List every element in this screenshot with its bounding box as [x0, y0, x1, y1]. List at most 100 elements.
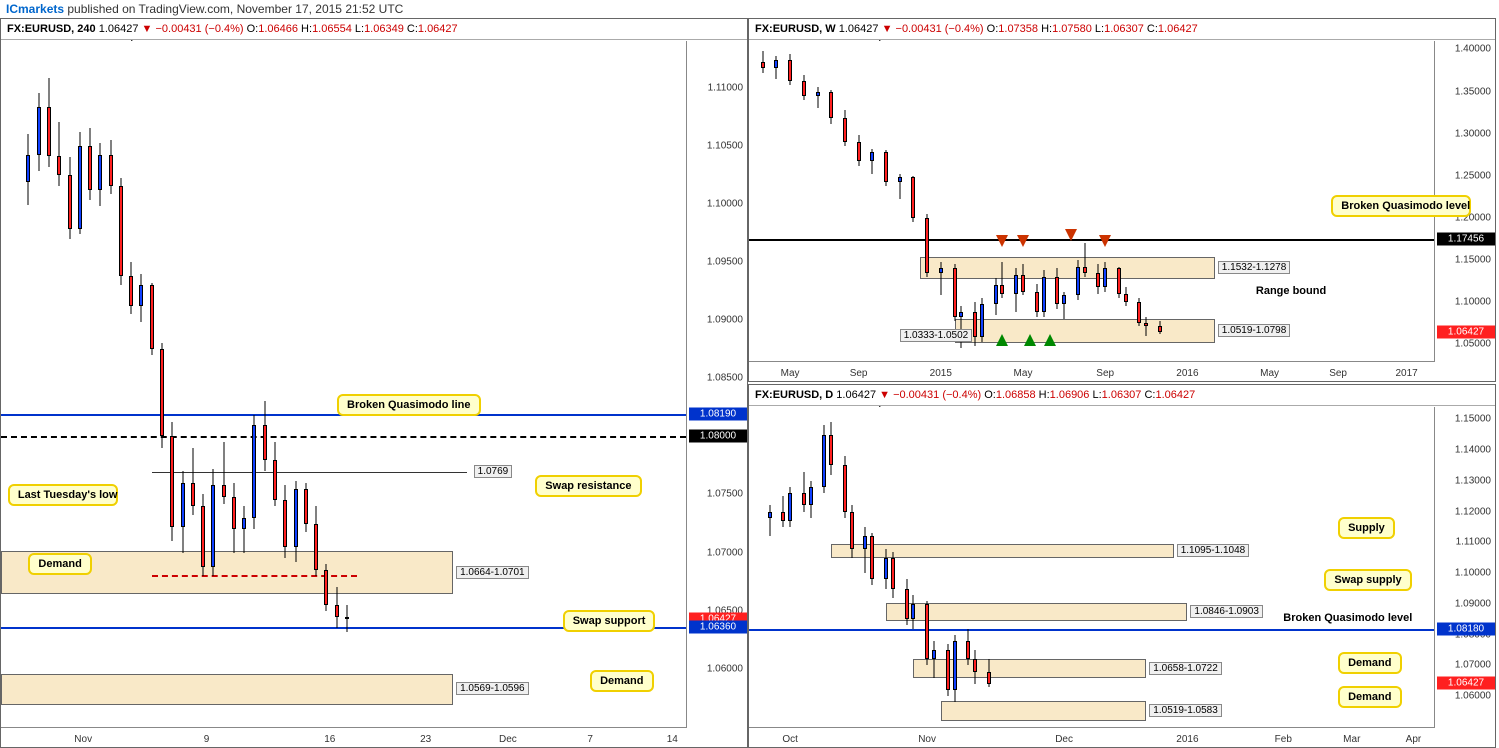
- y-tick: 1.13000: [1455, 475, 1491, 486]
- value-tag: 1.0333-1.0502: [900, 329, 973, 342]
- chart-panel-daily[interactable]: FX:EURUSD, D 1.06427 ▼ −0.00431 (−0.4%) …: [748, 384, 1496, 748]
- candle: [788, 487, 792, 527]
- price-label: 1.17456: [1437, 233, 1495, 246]
- candle: [905, 579, 909, 625]
- candle: [781, 496, 785, 527]
- candle: [980, 298, 984, 343]
- y-tick: 1.25000: [1455, 170, 1491, 181]
- chart-panel-weekly[interactable]: FX:EURUSD, W 1.06427 ▼ −0.00431 (−0.4%) …: [748, 18, 1496, 382]
- ohlc-l: 1.06307: [1102, 389, 1142, 401]
- candle: [959, 306, 963, 348]
- ohlc-l: 1.06307: [1104, 23, 1144, 35]
- price-label: 1.08190: [689, 408, 747, 421]
- candle: [1144, 317, 1148, 336]
- ohlc-bar-d: FX:EURUSD, D 1.06427 ▼ −0.00431 (−0.4%) …: [749, 385, 1495, 406]
- y-tick: 1.08500: [707, 373, 743, 384]
- change: −0.00431 (−0.4%): [155, 23, 243, 35]
- candle: [843, 456, 847, 518]
- candle: [953, 264, 957, 320]
- x-tick: 2016: [1176, 368, 1198, 379]
- candle: [966, 629, 970, 666]
- x-axis-w[interactable]: MaySep2015MaySep2016MaySep2017: [749, 361, 1435, 381]
- candle: [1083, 243, 1087, 277]
- ohlc-o: 1.07358: [998, 23, 1038, 35]
- candle: [891, 552, 895, 598]
- x-tick: 2017: [1395, 368, 1417, 379]
- y-axis-4h[interactable]: 1.060001.065001.070001.075001.080001.085…: [687, 41, 747, 727]
- candle: [150, 283, 154, 355]
- candle: [283, 485, 287, 558]
- y-tick: 1.15000: [1455, 254, 1491, 265]
- y-tick: 1.10000: [1455, 568, 1491, 579]
- ohlc-c: 1.06427: [1158, 23, 1198, 35]
- y-tick: 1.06000: [1455, 691, 1491, 702]
- candle: [987, 659, 991, 687]
- ohlc-c: 1.06427: [418, 23, 458, 35]
- y-tick: 1.09500: [707, 256, 743, 267]
- x-tick: Oct: [782, 734, 798, 745]
- y-tick: 1.09000: [707, 315, 743, 326]
- chart-canvas-4h[interactable]: 1.0664-1.0701Demand1.0569-1.05961.0769Br…: [1, 41, 687, 727]
- hline: [749, 629, 1434, 631]
- candle: [1000, 262, 1004, 298]
- candle: [1137, 298, 1141, 326]
- value-tag: 1.0769: [474, 465, 513, 478]
- callout: Range bound: [1256, 285, 1326, 297]
- publish-info: published on TradingView.com, November 1…: [64, 2, 403, 16]
- brand: ICmarkets: [6, 2, 64, 16]
- candle: [863, 527, 867, 573]
- arrow-down-icon: [1065, 229, 1077, 241]
- x-tick: 16: [324, 734, 335, 745]
- ohlc-h: 1.07580: [1052, 23, 1092, 35]
- y-tick: 1.10500: [707, 140, 743, 151]
- chart-canvas-d[interactable]: 1.1095-1.10481.0846-1.09031.0658-1.07221…: [749, 407, 1435, 727]
- candle: [109, 140, 113, 195]
- x-axis-d[interactable]: OctNovDec2016FebMarApr: [749, 727, 1435, 747]
- hline: [749, 239, 1434, 241]
- last-price: 1.06427: [839, 23, 879, 35]
- candle: [788, 54, 792, 85]
- hline: [1, 436, 686, 438]
- candle: [181, 471, 185, 552]
- price-label: 1.08000: [689, 430, 747, 443]
- candle: [761, 51, 765, 73]
- chart-panel-4h[interactable]: FX:EURUSD, 240 1.06427 ▼ −0.00431 (−0.4%…: [0, 18, 748, 748]
- candle: [822, 425, 826, 493]
- ohlc-l: 1.06349: [364, 23, 404, 35]
- y-tick: 1.15000: [1455, 414, 1491, 425]
- zone-label: 1.1095-1.1048: [1177, 544, 1250, 557]
- arrow-up-icon: [1024, 334, 1036, 346]
- x-tick: Dec: [499, 734, 517, 745]
- zone-label: 1.0519-1.0583: [1149, 704, 1222, 717]
- x-tick: Nov: [918, 734, 936, 745]
- last-price: 1.06427: [836, 389, 876, 401]
- y-tick: 1.10000: [707, 198, 743, 209]
- y-tick: 1.40000: [1455, 44, 1491, 55]
- candle: [802, 472, 806, 512]
- candle: [37, 93, 41, 171]
- x-tick: 2016: [1176, 734, 1198, 745]
- ohlc-bar-w: FX:EURUSD, W 1.06427 ▼ −0.00431 (−0.4%) …: [749, 19, 1495, 40]
- candle: [273, 442, 277, 506]
- y-axis-d[interactable]: 1.060001.070001.080001.090001.100001.110…: [1435, 407, 1495, 727]
- candle: [939, 262, 943, 296]
- ohlc-c: 1.06427: [1155, 389, 1195, 401]
- y-tick: 1.10000: [1455, 297, 1491, 308]
- ohlc-o: 1.06466: [258, 23, 298, 35]
- candle: [1021, 264, 1025, 295]
- candle: [98, 143, 102, 206]
- candle: [170, 422, 174, 541]
- candle: [1076, 260, 1080, 300]
- candle: [843, 110, 847, 146]
- candle: [911, 176, 915, 222]
- x-tick: 2015: [930, 368, 952, 379]
- chart-canvas-w[interactable]: 1.1532-1.12781.0519-1.07981.0333-1.0502B…: [749, 41, 1435, 361]
- y-tick: 1.11000: [1456, 537, 1491, 548]
- x-axis-4h[interactable]: Nov91623Dec714: [1, 727, 687, 747]
- candle: [946, 644, 950, 696]
- candle: [925, 214, 929, 277]
- candle: [802, 75, 806, 100]
- candle: [884, 150, 888, 185]
- callout: Broken Quasimodo level: [1331, 195, 1471, 217]
- candle: [1042, 270, 1046, 317]
